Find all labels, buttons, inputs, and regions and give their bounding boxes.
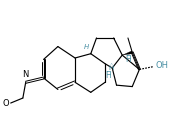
- Text: N: N: [23, 70, 29, 79]
- Text: H̅: H̅: [125, 55, 131, 64]
- Text: H̅: H̅: [105, 71, 111, 80]
- Text: H: H: [84, 44, 89, 50]
- Text: O: O: [3, 98, 9, 108]
- Text: Ĥ: Ĥ: [108, 65, 113, 71]
- Polygon shape: [122, 51, 133, 55]
- Text: OH: OH: [156, 61, 169, 70]
